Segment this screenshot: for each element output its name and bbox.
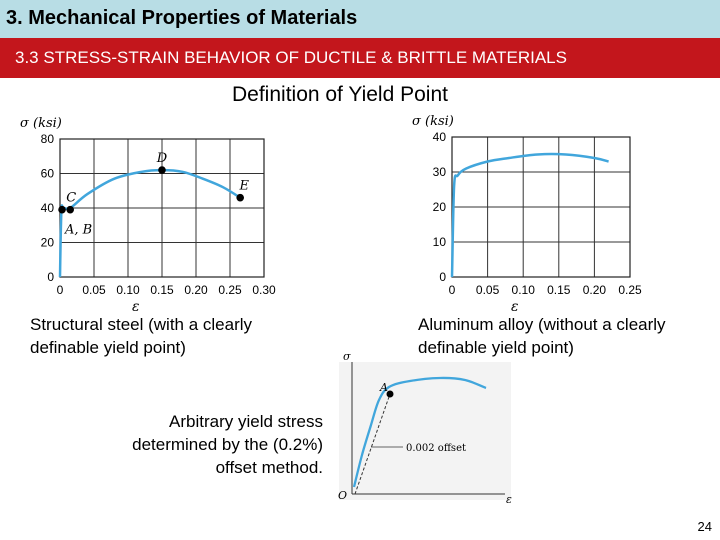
offset-y-axis-label: σ xyxy=(343,350,351,363)
aluminum-chart-y-tick-label: 40 xyxy=(433,130,447,144)
steel-chart-point-c xyxy=(66,205,74,214)
caption-steel: Structural steel (with a clearly definab… xyxy=(30,315,253,357)
subtitle-bar xyxy=(0,38,720,78)
slide-subtitle: 3.3 STRESS-STRAIN BEHAVIOR OF DUCTILE & … xyxy=(15,48,567,67)
aluminum-chart-y-tick-label: 20 xyxy=(433,200,447,214)
steel-chart-x-tick-label: 0.10 xyxy=(116,283,140,297)
aluminum-chart-x-tick-label: 0.20 xyxy=(583,283,607,297)
steel-chart-y-tick-label: 20 xyxy=(41,236,55,250)
aluminum-chart-y-tick-label: 10 xyxy=(433,235,447,249)
title-bar xyxy=(0,0,720,38)
aluminum-chart-x-tick-label: 0.05 xyxy=(476,283,500,297)
steel-chart-y-axis-label: σ (ksi) xyxy=(20,116,62,131)
aluminum-chart-y-tick-label: 30 xyxy=(433,165,447,179)
steel-chart-x-tick-label: 0 xyxy=(57,283,64,297)
aluminum-chart-y-axis-label: σ (ksi) xyxy=(412,114,454,129)
steel-chart-point-label: A, B xyxy=(64,223,92,238)
steel-chart-point-label: C xyxy=(66,191,76,206)
steel-chart-point-e xyxy=(236,193,244,202)
steel-chart-point-d xyxy=(158,166,166,174)
steel-chart-x-tick-label: 0.30 xyxy=(252,283,276,297)
slide-title: 3. Mechanical Properties of Materials xyxy=(6,7,358,29)
aluminum-chart-y-tick-label: 0 xyxy=(439,270,446,284)
steel-chart-point-ab xyxy=(58,205,66,214)
offset-point-label: A xyxy=(379,381,388,394)
steel-chart-y-tick-label: 0 xyxy=(47,270,54,284)
page-number: 24 xyxy=(697,519,712,534)
aluminum-chart-x-tick-label: 0.15 xyxy=(547,283,571,297)
section-heading: Definition of Yield Point xyxy=(232,83,448,106)
steel-chart-x-tick-label: 0.15 xyxy=(150,283,174,297)
aluminum-chart-x-tick-label: 0.10 xyxy=(512,283,536,297)
steel-chart-y-tick-label: 60 xyxy=(41,167,55,181)
aluminum-chart-x-tick-label: 0 xyxy=(449,283,456,297)
offset-series-line xyxy=(352,376,487,488)
caption-offset-method: Arbitrary yield stress determined by the… xyxy=(132,412,323,477)
offset-plot-background xyxy=(339,362,511,500)
steel-chart-x-tick-label: 0.20 xyxy=(184,283,208,297)
steel-chart-x-tick-label: 0.05 xyxy=(82,283,106,297)
aluminum-chart-x-tick-label: 0.25 xyxy=(618,283,642,297)
steel-chart-point-label: E xyxy=(238,179,249,194)
offset-origin-label: O xyxy=(338,489,347,502)
caption-aluminum: Aluminum alloy (without a clearly defina… xyxy=(418,315,666,357)
aluminum-chart-series-line xyxy=(450,152,609,278)
offset-point-a xyxy=(386,390,394,398)
steel-chart-y-tick-label: 80 xyxy=(41,132,55,146)
aluminum-chart-plot-frame xyxy=(451,136,631,278)
steel-chart-y-tick-label: 40 xyxy=(41,201,55,215)
offset-x-axis-label: ε xyxy=(506,493,512,506)
offset-parallel-line xyxy=(354,393,391,495)
offset-annotation: 0.002 offset xyxy=(406,443,466,454)
steel-chart-x-tick-label: 0.25 xyxy=(218,283,242,297)
steel-chart-point-label: D xyxy=(156,151,168,166)
steel-chart-x-axis-label: ε xyxy=(132,299,140,315)
aluminum-chart-x-axis-label: ε xyxy=(511,299,519,315)
